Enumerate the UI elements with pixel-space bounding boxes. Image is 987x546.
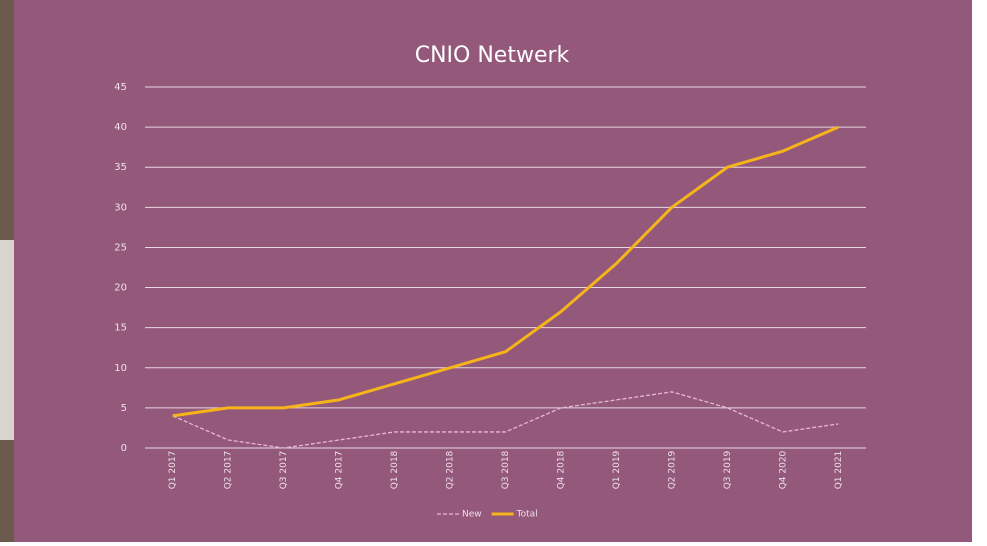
y-tick-label: 45 [114,82,127,93]
background-photo-detail [0,240,14,440]
x-tick-label: Q4 2017 [335,451,345,490]
x-tick-label: Q1 2018 [390,450,400,489]
y-tick-label: 25 [114,242,127,253]
y-tick-label: 20 [114,283,127,294]
x-tick-label: Q4 2018 [556,450,566,489]
x-tick-label: Q1 2019 [612,450,622,489]
x-tick-label: Q3 2019 [723,450,733,489]
y-tick-label: 30 [114,202,127,213]
x-tick-label: Q3 2018 [501,450,511,489]
x-tick-label: Q2 2018 [446,450,456,489]
chart-background [14,0,972,542]
x-tick-label: Q2 2019 [667,450,677,489]
x-tick-label: Q4 2020 [778,450,788,489]
chart: CNIO Netwerk 0 5 10 15 20 25 30 35 40 45 Q1 2017 Q2… [0,0,987,542]
chart-title: CNIO Netwerk [415,43,570,68]
y-tick-label: 5 [121,403,127,414]
legend-label: Total [516,510,538,520]
x-tick-label: Q1 2017 [168,451,178,490]
x-tick-label: Q1 2021 [834,451,844,490]
x-tick-label: Q2 2017 [224,451,234,490]
page: {"chart_data": {"type": "line", "title":… [0,0,987,542]
y-tick-label: 10 [114,363,127,374]
y-tick-label: 40 [114,122,127,133]
legend-label: New [462,510,482,520]
y-tick-label: 15 [114,323,127,334]
x-tick-label: Q3 2017 [279,451,289,490]
y-tick-label: 35 [114,162,127,173]
y-tick-label: 0 [121,443,127,454]
